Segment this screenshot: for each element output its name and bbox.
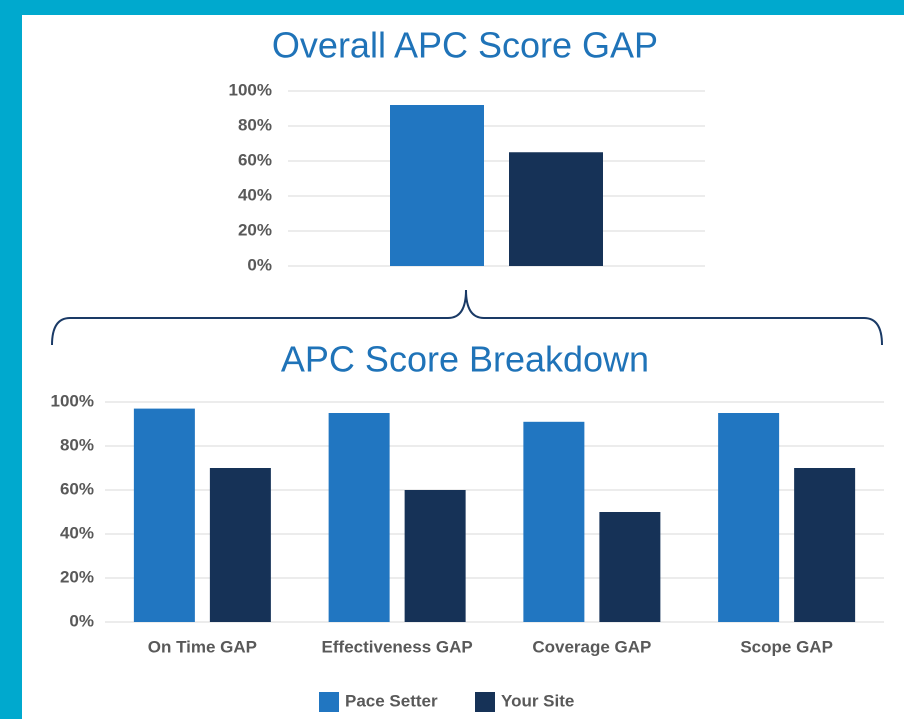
y-tick-label: 0%: [247, 255, 272, 274]
legend-swatch: [475, 692, 495, 712]
bar: [523, 421, 585, 622]
bar: [390, 105, 484, 266]
bar: [133, 408, 195, 622]
bar: [718, 413, 780, 622]
x-tick-label: Scope GAP: [740, 637, 833, 656]
bar: [209, 468, 271, 622]
y-tick-label: 40%: [60, 523, 94, 542]
y-tick-label: 100%: [229, 80, 272, 99]
y-tick-label: 60%: [238, 150, 272, 169]
legend-label: Your Site: [501, 691, 574, 710]
y-tick-label: 20%: [60, 567, 94, 586]
legend-label: Pace Setter: [345, 691, 438, 710]
bar: [599, 512, 661, 622]
y-tick-label: 40%: [238, 185, 272, 204]
y-tick-label: 60%: [60, 479, 94, 498]
bar: [404, 490, 466, 622]
brace: [51, 289, 883, 346]
bar: [794, 468, 856, 622]
bar: [328, 413, 390, 622]
bar: [509, 152, 603, 266]
x-tick-label: On Time GAP: [148, 637, 257, 656]
y-tick-label: 100%: [51, 391, 94, 410]
y-tick-label: 20%: [238, 220, 272, 239]
legend-swatch: [319, 692, 339, 712]
chart-title: APC Score Breakdown: [281, 339, 649, 380]
x-tick-label: Effectiveness GAP: [322, 637, 473, 656]
chart-title: Overall APC Score GAP: [272, 25, 658, 66]
y-tick-label: 80%: [60, 435, 94, 454]
y-tick-label: 80%: [238, 115, 272, 134]
x-tick-label: Coverage GAP: [532, 637, 651, 656]
y-tick-label: 0%: [69, 611, 94, 630]
